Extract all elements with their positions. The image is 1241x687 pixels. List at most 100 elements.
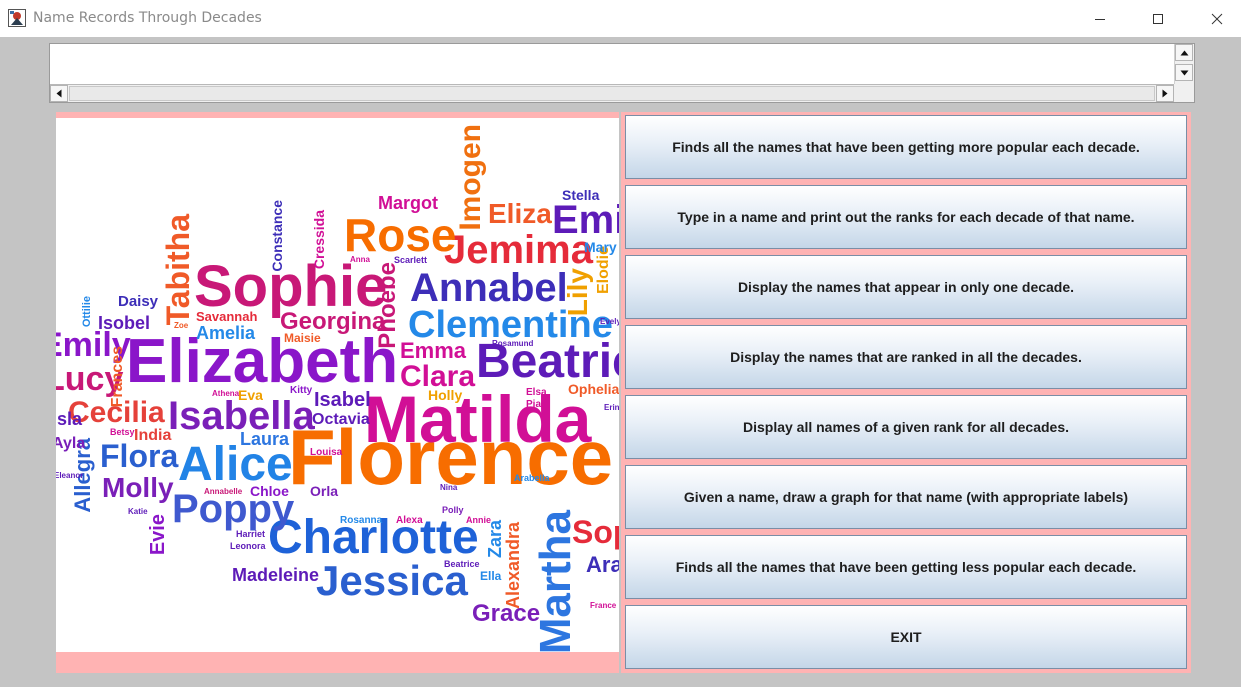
- word-ella: Ella: [480, 569, 502, 583]
- word-lily: Lily: [562, 268, 593, 317]
- close-icon: [1211, 13, 1223, 24]
- word-rosanna: Rosanna: [340, 515, 383, 526]
- word-nina: Nina: [440, 483, 458, 492]
- title-bar: Name Records Through Decades: [0, 0, 1241, 37]
- word-charlotte: Charlotte: [268, 511, 479, 564]
- maximize-button[interactable]: [1135, 0, 1181, 37]
- horizontal-scrollbar[interactable]: [50, 84, 1174, 102]
- word-elizabeth: Elizabeth: [126, 327, 399, 396]
- word-india: India: [134, 427, 172, 444]
- word-france: France: [590, 601, 617, 610]
- close-button[interactable]: [1194, 0, 1240, 37]
- word-isabel: Isabel: [314, 389, 371, 411]
- word-alice: Alice: [178, 438, 293, 491]
- word-ayla: Ayla: [56, 435, 86, 452]
- word-louisa: Louisa: [310, 447, 343, 458]
- word-florence: Florence: [288, 413, 614, 501]
- less-popular-button[interactable]: Finds all the names that have been getti…: [625, 535, 1187, 599]
- image-panel: Florence Matilda Elizabeth Sophie Charlo…: [56, 112, 619, 673]
- word-jemima: Jemima: [444, 228, 593, 272]
- horizontal-scroll-thumb[interactable]: [69, 86, 1155, 101]
- word-lucy: Lucy: [56, 360, 124, 398]
- word-polly: Polly: [442, 505, 464, 515]
- word-amelia: Amelia: [196, 323, 256, 343]
- word-clara: Clara: [400, 360, 476, 393]
- word-evie: Evie: [147, 514, 169, 556]
- vertical-scrollbar[interactable]: [1174, 44, 1194, 84]
- word-sophia: Sophia: [572, 514, 619, 550]
- scrollbar-corner: [1174, 84, 1194, 102]
- window-title: Name Records Through Decades: [33, 10, 262, 26]
- word-rose: Rose: [344, 209, 457, 261]
- output-scroll-pane: [49, 43, 1195, 103]
- word-flora: Flora: [100, 438, 179, 474]
- scroll-right-button[interactable]: [1156, 85, 1174, 102]
- word-evelyn: Evelyn: [600, 317, 619, 326]
- word-georgina: Georgina: [280, 308, 386, 335]
- word-kitty: Kitty: [290, 385, 313, 396]
- word-zara: Zara: [485, 520, 505, 559]
- word-matilda: Matilda: [364, 382, 592, 456]
- word-jessica: Jessica: [316, 557, 468, 604]
- word-eva: Eva: [238, 387, 263, 403]
- java-app-icon: [8, 9, 26, 27]
- word-grace: Grace: [472, 600, 541, 627]
- word-rosamund: Rosamund: [492, 339, 534, 348]
- arrow-down-icon: [1180, 70, 1188, 75]
- arrow-left-icon: [56, 89, 62, 98]
- word-frances: Frances: [109, 346, 126, 408]
- word-pia: Pia: [526, 399, 542, 410]
- output-text-area[interactable]: [50, 44, 1174, 84]
- word-alexa: Alexa: [396, 515, 423, 526]
- scroll-up-button[interactable]: [1175, 44, 1193, 61]
- word-harriet: Harriet: [236, 529, 266, 539]
- word-savannah: Savannah: [196, 309, 258, 324]
- button-panel: Finds all the names that have been getti…: [621, 112, 1191, 673]
- name-word-cloud-image: Florence Matilda Elizabeth Sophie Charlo…: [56, 118, 619, 652]
- word-mary: Mary: [584, 239, 617, 255]
- scroll-left-button[interactable]: [50, 85, 68, 102]
- word-annabelle: Annabelle: [204, 487, 243, 496]
- word-molly: Molly: [102, 472, 174, 503]
- word-daisy: Daisy: [118, 293, 159, 310]
- word-emily-right: Emi: [552, 198, 619, 242]
- scroll-down-button[interactable]: [1175, 64, 1193, 81]
- names-by-rank-button[interactable]: Display all names of a given rank for al…: [625, 395, 1187, 459]
- arrow-up-icon: [1180, 50, 1188, 55]
- all-decades-names-button[interactable]: Display the names that are ranked in all…: [625, 325, 1187, 389]
- word-cecilia: Cecilia: [68, 396, 165, 429]
- word-annie: Annie: [466, 515, 492, 525]
- word-scarlett: Scarlett: [394, 255, 428, 265]
- word-maisie: Maisie: [284, 331, 321, 345]
- word-ada: Arabella: [514, 473, 550, 483]
- word-erin: Erin: [604, 403, 619, 412]
- word-betsy: Betsy: [110, 427, 135, 437]
- word-ottilie: Ottilie: [81, 296, 93, 328]
- word-octavia: Octavia: [312, 411, 370, 428]
- minimize-button[interactable]: [1077, 0, 1123, 37]
- word-athena: Athena: [212, 389, 240, 398]
- word-isla: Isla: [56, 409, 83, 429]
- word-clementine: Clementine: [408, 304, 613, 346]
- word-emma: Emma: [400, 338, 467, 363]
- more-popular-button[interactable]: Finds all the names that have been getti…: [625, 115, 1187, 179]
- word-emily-left: Emily: [56, 326, 131, 364]
- word-elsa: Elsa: [526, 387, 547, 398]
- word-ophelia: Ophelia: [568, 381, 619, 397]
- maximize-icon: [1153, 13, 1163, 24]
- exit-button[interactable]: EXIT: [625, 605, 1187, 669]
- word-alexandra: Alexandra: [503, 522, 523, 610]
- one-decade-names-button[interactable]: Display the names that appear in only on…: [625, 255, 1187, 319]
- word-chloe: Chloe: [250, 483, 289, 499]
- word-margot: Margot: [378, 193, 438, 213]
- arrow-right-icon: [1162, 89, 1168, 98]
- print-ranks-button[interactable]: Type in a name and print out the ranks f…: [625, 185, 1187, 249]
- word-constance: Constance: [269, 200, 285, 272]
- word-phoebe: Phoebe: [374, 262, 401, 349]
- word-anna: Anna: [350, 255, 370, 264]
- word-stella: Stella: [562, 187, 600, 203]
- word-eleanor: Eleanor: [56, 471, 84, 480]
- word-zoe: Zoe: [174, 321, 189, 330]
- word-laura: Laura: [240, 429, 290, 449]
- draw-graph-button[interactable]: Given a name, draw a graph for that name…: [625, 465, 1187, 529]
